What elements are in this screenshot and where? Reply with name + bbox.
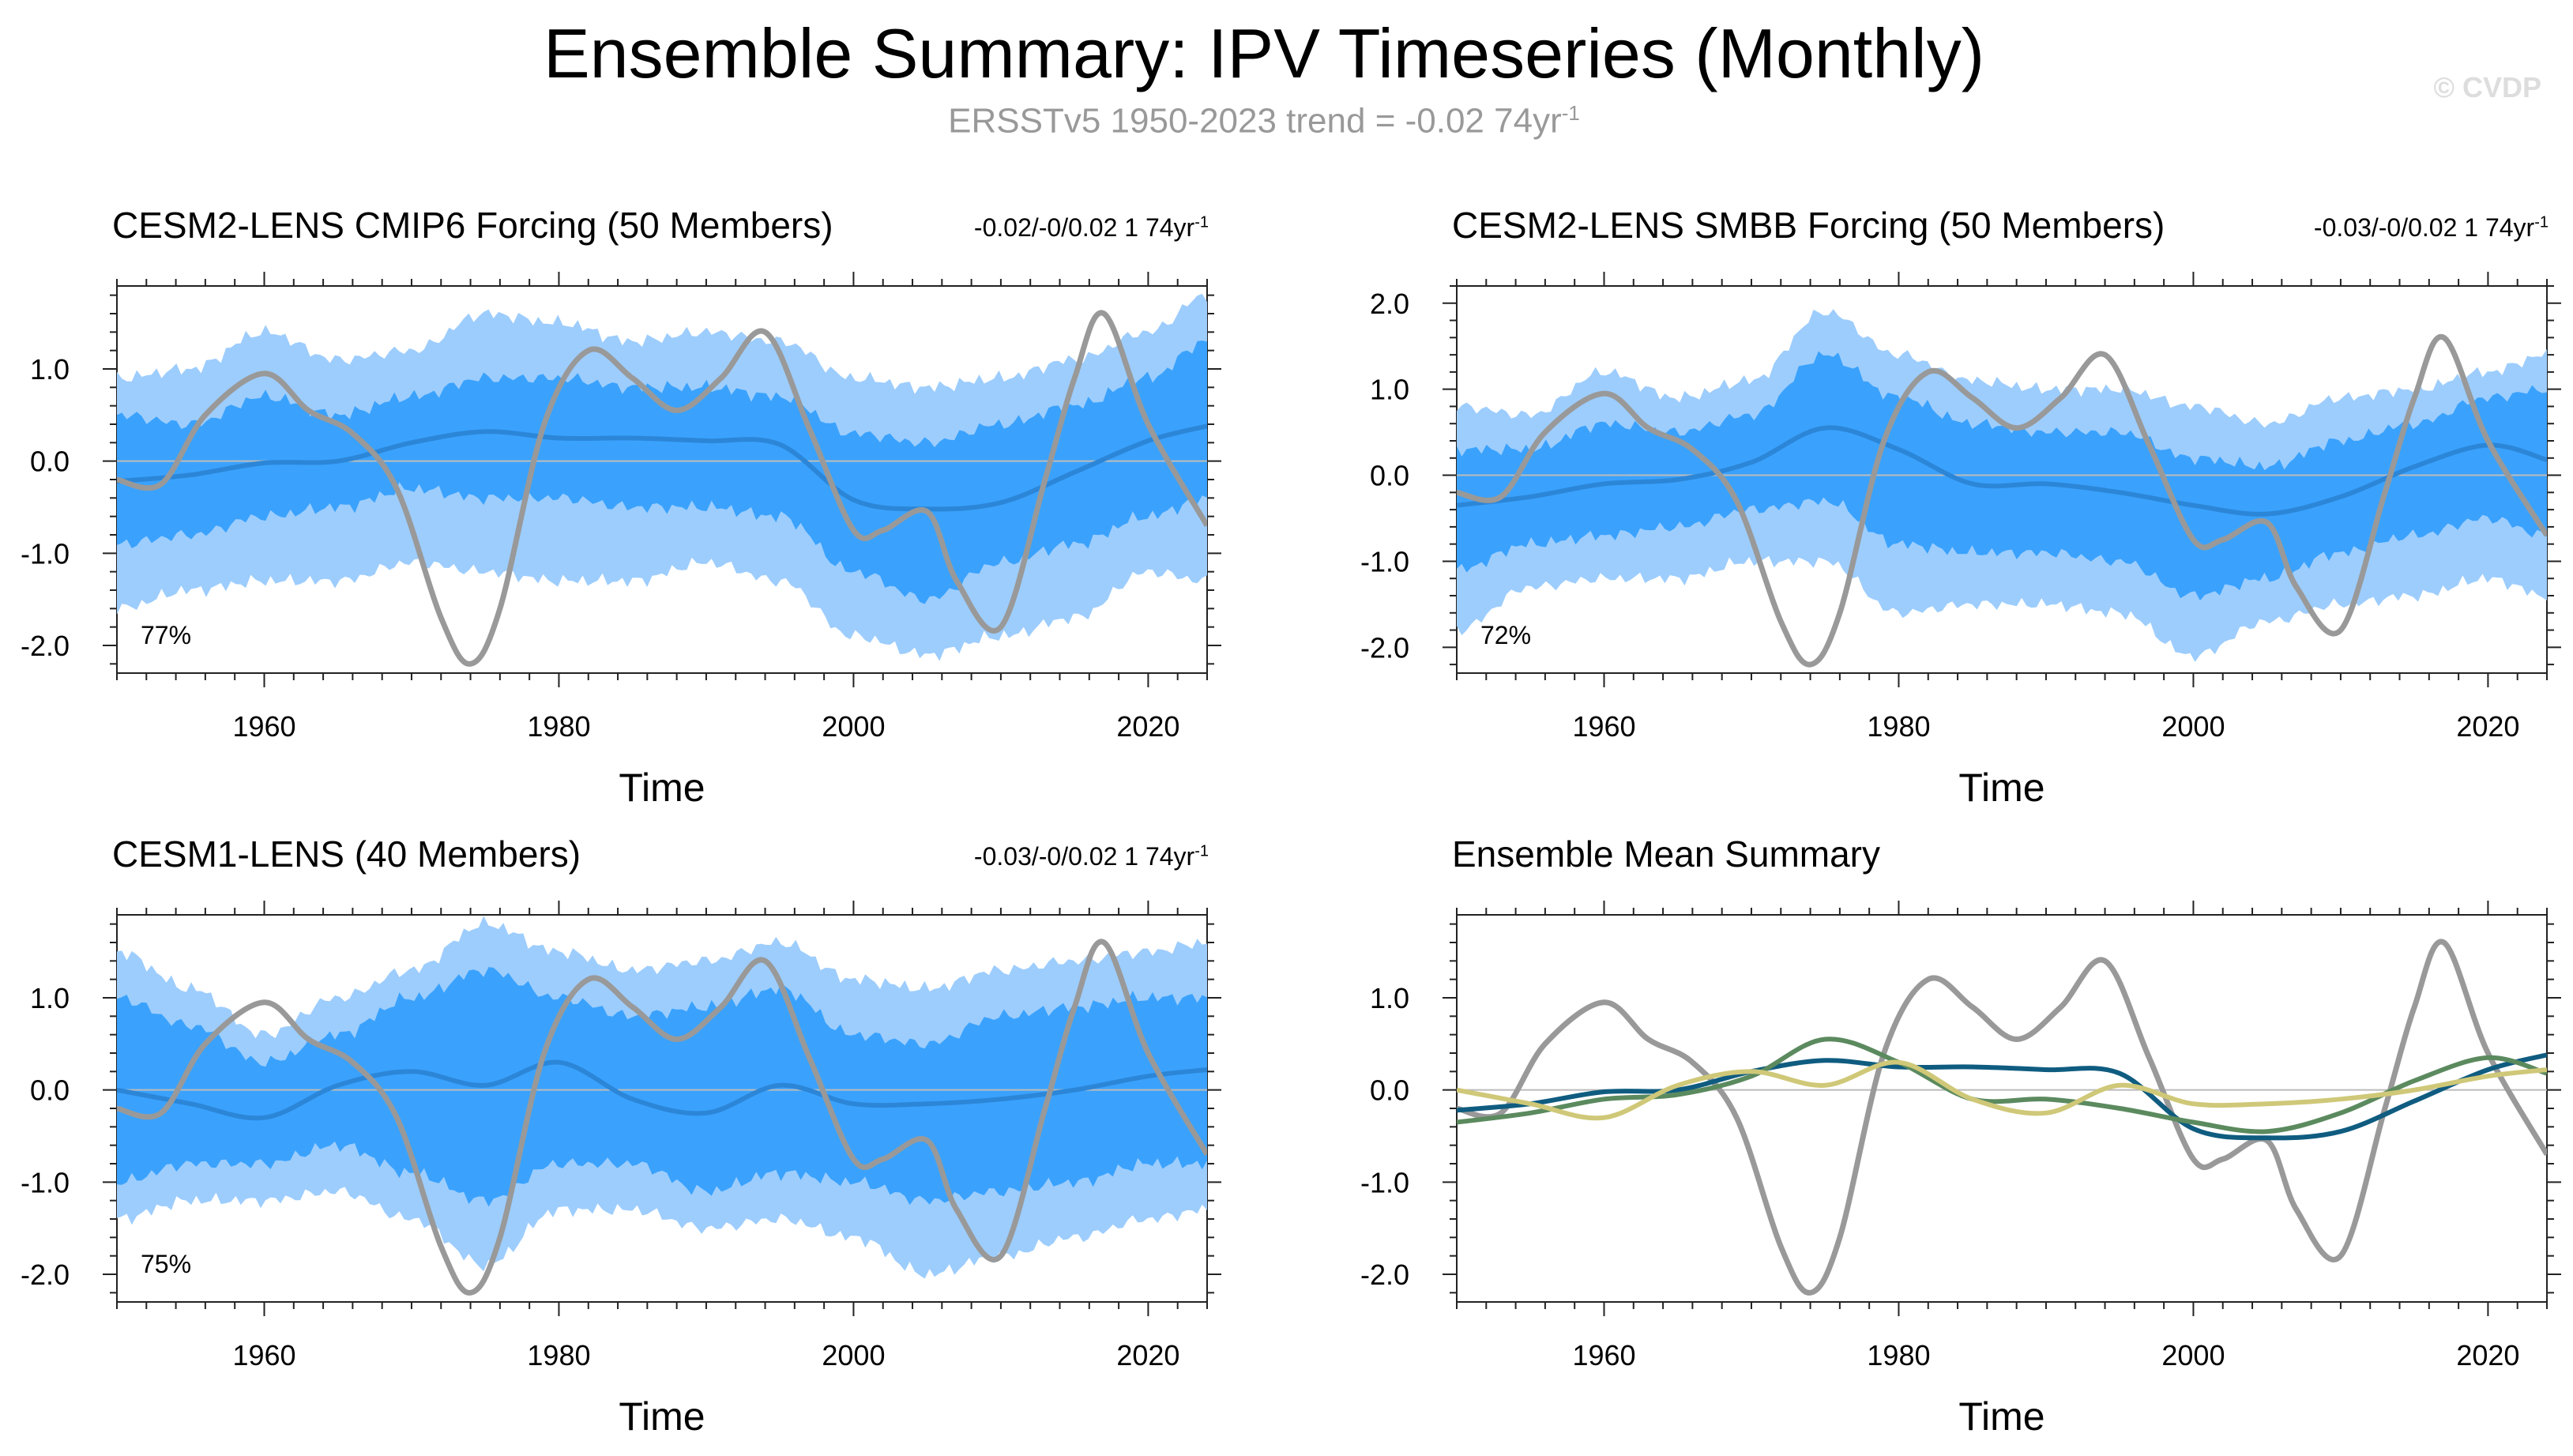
- panel-title-cesm1: CESM1-LENS (40 Members): [112, 833, 581, 875]
- x-tick-label: 1980: [1867, 1339, 1930, 1371]
- subtitle: ERSSTv5 1950-2023 trend = -0.02 74yr-1: [0, 101, 2528, 141]
- x-axis-label-summary: Time: [1958, 1394, 2045, 1439]
- series-line-cesm1: [1457, 1059, 2547, 1121]
- y-tick-label: 0.0: [1370, 460, 1409, 492]
- panel-title-cmip6: CESM2-LENS CMIP6 Forcing (50 Members): [112, 205, 833, 246]
- axes-smbb: 1960 1980 2000 2020 -2.0 -1.0 0.0 1.0 2.0: [1360, 272, 2561, 743]
- x-tick-label: 1960: [1572, 710, 1635, 743]
- y-tick-label: 2.0: [1370, 288, 1409, 320]
- x-tick-label: 1980: [1867, 710, 1930, 743]
- x-tick-label: 1960: [232, 710, 295, 743]
- x-tick-label: 2020: [2456, 1339, 2519, 1371]
- y-tick-label: 1.0: [1370, 374, 1409, 406]
- y-tick-label: -1.0: [21, 1166, 70, 1198]
- ensemble-mean-line: [117, 1059, 1207, 1121]
- trend-text: -0.03/-0/0.02 1 74yr: [2313, 213, 2535, 242]
- panel-percent-smbb: 72%: [1480, 621, 1532, 649]
- y-tick-label: -2.0: [21, 1258, 70, 1291]
- trend-superscript: -1: [2534, 213, 2549, 231]
- axes-summary: 1960 1980 2000 2020 -2.0 -1.0 0.0 1.0: [1360, 901, 2561, 1371]
- axes-cmip6: 1960 1980 2000 2020 -2.0 -1.0 0.0 1.0: [21, 272, 1221, 743]
- x-axis-label-cmip6: Time: [619, 766, 705, 810]
- obs-line-ersstv5: [1457, 939, 2547, 1296]
- obs-line-ersstv5: [117, 939, 1207, 1296]
- x-tick-label: 1960: [232, 1339, 295, 1371]
- y-tick-label: 1.0: [30, 982, 70, 1014]
- panel-trend-cmip6: -0.02/-0/0.02 1 74yr-1: [908, 213, 1209, 243]
- y-tick-label: -1.0: [1360, 1166, 1409, 1198]
- y-tick-label: 0.0: [30, 446, 70, 478]
- inner-spread-band: [117, 340, 1207, 604]
- x-tick-label: 1960: [1572, 1339, 1635, 1371]
- x-tick-label: 1980: [527, 1339, 590, 1371]
- watermark: © CVDP: [2433, 71, 2541, 103]
- y-tick-label: -2.0: [21, 630, 70, 662]
- x-tick-label: 1980: [527, 710, 590, 743]
- page-title: Ensemble Summary: IPV Timeseries (Monthl…: [543, 14, 1985, 92]
- x-tick-label: 2000: [2161, 710, 2225, 743]
- series-group-smbb: [1457, 309, 2547, 668]
- trend-text: -0.02/-0/0.02 1 74yr: [973, 213, 1195, 242]
- y-tick-label: 1.0: [30, 353, 70, 386]
- y-tick-label: -1.0: [1360, 545, 1409, 578]
- ensemble-mean-line: [117, 423, 1207, 512]
- panel-trend-cesm1: -0.03/-0/0.02 1 74yr-1: [908, 842, 1209, 871]
- subtitle-text: ERSSTv5 1950-2023 trend = -0.02 74yr: [948, 101, 1562, 141]
- panel-percent-cmip6: 77%: [141, 621, 192, 649]
- subtitle-superscript: -1: [1561, 101, 1580, 125]
- series-group-cmip6: [117, 293, 1207, 667]
- y-tick-label: 0.0: [30, 1074, 70, 1107]
- panel-title-summary: Ensemble Mean Summary: [1452, 833, 1880, 875]
- series-group-cesm1: [117, 916, 1207, 1296]
- x-tick-label: 2000: [2161, 1339, 2225, 1371]
- x-axis-label-cesm1: Time: [619, 1394, 705, 1439]
- x-tick-label: 2000: [822, 710, 885, 743]
- ensemble-mean-line: [1457, 425, 2547, 517]
- x-tick-label: 2020: [1116, 1339, 1179, 1371]
- x-tick-label: 2020: [1116, 710, 1179, 743]
- x-axis-label-smbb: Time: [1958, 766, 2045, 810]
- obs-line-ersstv5: [1457, 333, 2547, 668]
- trend-superscript: -1: [1194, 213, 1209, 231]
- series-group-summary: [1457, 939, 2547, 1296]
- trend-superscript: -1: [1194, 842, 1209, 860]
- series-line-smbb: [1457, 1037, 2547, 1134]
- x-tick-label: 2000: [822, 1339, 885, 1371]
- panel-title-smbb: CESM2-LENS SMBB Forcing (50 Members): [1452, 205, 2165, 246]
- panel-percent-cesm1: 75%: [141, 1250, 192, 1278]
- y-tick-label: -2.0: [1360, 631, 1409, 664]
- y-tick-label: -1.0: [21, 537, 70, 570]
- y-tick-label: 0.0: [1370, 1074, 1409, 1107]
- y-tick-label: -2.0: [1360, 1258, 1409, 1291]
- panel-trend-smbb: -0.03/-0/0.02 1 74yr-1: [2248, 213, 2549, 243]
- series-line-cmip6: [1457, 1052, 2547, 1141]
- y-tick-label: 1.0: [1370, 982, 1409, 1014]
- obs-line-ersstv5: [117, 310, 1207, 667]
- trend-text: -0.03/-0/0.02 1 74yr: [973, 842, 1195, 871]
- x-tick-label: 2020: [2456, 710, 2519, 743]
